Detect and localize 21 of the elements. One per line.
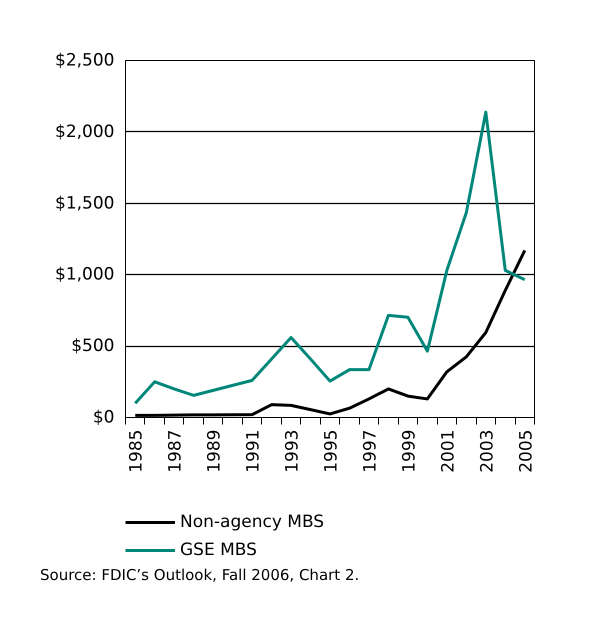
y-tick-label: $2,000 [55,122,114,142]
x-tick-label: 2001 [438,430,458,473]
legend-label: Non-agency MBS [180,512,324,532]
x-tick-label: 2005 [516,430,536,473]
y-tick-label: $500 [71,336,114,356]
x-tick-label: 1993 [282,430,303,473]
x-tick-label: 1991 [244,430,264,473]
y-tick-label: $2,500 [55,50,114,70]
x-tick-label: 2003 [477,430,498,473]
legend-label: GSE MBS [180,540,257,560]
source-note: Source: FDIC’s Outlook, Fall 2006, Chart 2. [40,565,360,586]
y-tick-label: $1,500 [55,193,114,214]
x-tick-label: 1987 [166,430,186,473]
x-tick-label: 1995 [322,430,342,473]
y-tick-label: $1,000 [55,264,114,285]
x-tick-label: 1985 [126,430,147,473]
x-tick-label: 1997 [360,430,380,473]
line-series [134,110,526,405]
x-tick-label: 1999 [399,430,420,473]
y-tick-label: $0 [92,408,115,428]
x-tick-label: 1989 [204,430,225,473]
